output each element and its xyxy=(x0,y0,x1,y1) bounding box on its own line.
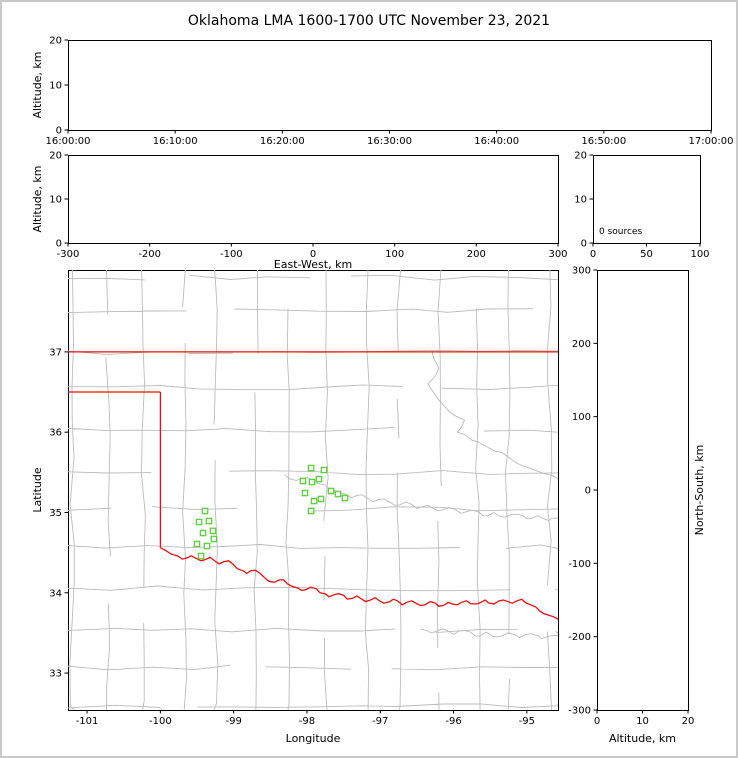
x-tick-label: 100 xyxy=(690,249,709,260)
lma-station-marker xyxy=(203,542,211,550)
y-tick-label: 20 xyxy=(49,36,62,47)
y-axis-title: Latitude xyxy=(31,467,44,513)
x-tick-label: -200 xyxy=(138,249,161,260)
y-axis-title-right: North-South, km xyxy=(693,445,706,536)
x-tick-label: -100 xyxy=(149,716,172,727)
x-tick-label: 16:30:00 xyxy=(367,136,412,147)
lma-station-marker xyxy=(193,540,201,548)
y-tick-label: 0 xyxy=(581,239,587,250)
lma-station-marker xyxy=(307,507,315,515)
x-tick-label: 300 xyxy=(548,249,567,260)
lma-station-marker xyxy=(308,478,316,486)
x-tick-label: 0 xyxy=(310,249,316,260)
panel-time-height: 16:00:00 16:10:00 16:20:00 16:30:00 16:40:00… xyxy=(31,36,733,148)
lma-station-marker xyxy=(199,529,207,537)
lma-station-marker xyxy=(201,507,209,515)
y-tick-label: 100 xyxy=(572,412,591,423)
y-tick-label: 200 xyxy=(572,339,591,350)
x-tick-label: 16:50:00 xyxy=(581,136,626,147)
y-tick-label: 35 xyxy=(49,508,62,519)
y-tick-label: 37 xyxy=(49,347,62,358)
y-tick-label: 0 xyxy=(585,486,591,497)
x-axis-title: Longitude xyxy=(286,732,341,745)
x-tick-label: 200 xyxy=(467,249,486,260)
sources-count-annotation: 0 sources xyxy=(599,227,642,237)
y-tick-label: 34 xyxy=(49,588,62,599)
lma-station-marker xyxy=(299,477,307,485)
lma-station-marker xyxy=(315,475,323,483)
x-tick-label: 16:00:00 xyxy=(46,136,91,147)
x-tick-label: -100 xyxy=(220,249,243,260)
x-tick-label: 100 xyxy=(385,249,404,260)
river-arkansas xyxy=(427,350,558,480)
lma-station-marker xyxy=(210,535,218,543)
x-tick-label: -300 xyxy=(57,249,80,260)
lma-station-marker xyxy=(317,495,325,503)
river-texas xyxy=(420,628,558,639)
lma-station-marker xyxy=(301,489,309,497)
y-tick-label: 20 xyxy=(49,151,62,162)
panel-ew-height: -300 -200 -100 0 100 200 300 0 10 20 East-West, km… xyxy=(31,151,568,272)
y-tick-label: 36 xyxy=(49,428,62,439)
map-geography xyxy=(68,270,558,710)
lma-station-marker xyxy=(310,497,318,505)
y-axis-title: Altitude, km xyxy=(31,51,44,118)
map-frame xyxy=(68,270,559,711)
y-tick-label: 0 xyxy=(56,239,62,250)
lma-station-marker xyxy=(341,494,349,502)
lma-station-marker xyxy=(334,490,342,498)
x-tick-label: -95 xyxy=(519,716,535,727)
panel-alt-histogram: 0 50 100 0 10 20 0 sources xyxy=(574,151,709,261)
x-tick-label: -96 xyxy=(445,716,461,727)
panel-map: -101 -100 -99 -98 -97 -96 -95 33 34 35 36 37 Longitu… xyxy=(31,270,559,745)
x-tick-label: 0 xyxy=(594,716,600,727)
state-border-red-river xyxy=(160,547,558,620)
time-height-frame xyxy=(68,40,712,131)
chart-title: Oklahoma LMA 1600-1700 UTC November 23, … xyxy=(187,13,551,29)
lma-station-marker xyxy=(197,552,205,560)
lma-station-marker xyxy=(320,466,328,474)
x-axis-title: East-West, km xyxy=(274,258,352,271)
x-tick-label: -101 xyxy=(76,716,99,727)
x-tick-label: 0 xyxy=(590,249,596,260)
y-tick-label: 10 xyxy=(574,195,587,206)
ns-height-frame xyxy=(597,270,689,711)
x-tick-label: -99 xyxy=(225,716,241,727)
x-tick-label: 50 xyxy=(640,249,653,260)
y-tick-label: 20 xyxy=(574,151,587,162)
y-tick-label: -200 xyxy=(568,632,591,643)
x-axis-title: Altitude, km xyxy=(609,732,676,745)
x-tick-label: 10 xyxy=(636,716,649,727)
y-tick-label: 33 xyxy=(49,669,62,680)
y-tick-label: -100 xyxy=(568,559,591,570)
x-tick-label: -97 xyxy=(372,716,388,727)
lma-station-marker xyxy=(205,517,213,525)
y-axis-title: Altitude, km xyxy=(31,165,44,232)
x-tick-label: 17:00:00 xyxy=(689,136,734,147)
x-tick-label: 20 xyxy=(682,716,695,727)
x-tick-label: 16:10:00 xyxy=(153,136,198,147)
y-tick-label: 10 xyxy=(49,195,62,206)
x-tick-label: 16:40:00 xyxy=(474,136,519,147)
lma-station-marker xyxy=(209,527,217,535)
ew-height-frame xyxy=(68,155,559,244)
lma-station-marker xyxy=(195,518,203,526)
y-tick-label: 300 xyxy=(572,266,591,277)
panel-ns-height: 0 10 20 300 200 100 0 -100 -200 -300 Altitude, km N… xyxy=(568,266,706,746)
lma-station-marker xyxy=(307,464,315,472)
y-tick-label: 10 xyxy=(49,81,62,92)
county-boundaries xyxy=(68,270,558,710)
y-tick-label: -300 xyxy=(568,706,591,717)
x-tick-label: 16:20:00 xyxy=(260,136,305,147)
y-tick-label: 0 xyxy=(56,126,62,137)
x-tick-label: -98 xyxy=(299,716,315,727)
lma-station-marker xyxy=(327,487,335,495)
